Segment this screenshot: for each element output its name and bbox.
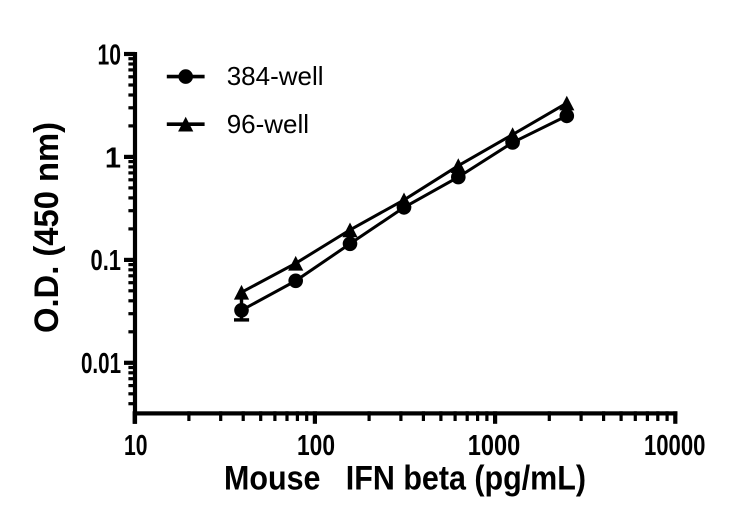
svg-text:1: 1 bbox=[105, 143, 121, 175]
svg-text:Mouse IFN beta (pg/mL): Mouse IFN beta (pg/mL) bbox=[224, 460, 586, 498]
svg-text:10: 10 bbox=[98, 39, 122, 71]
svg-text:0.01: 0.01 bbox=[81, 348, 121, 380]
svg-text:10: 10 bbox=[124, 430, 148, 462]
svg-text:96-well: 96-well bbox=[227, 109, 309, 139]
svg-text:10000: 10000 bbox=[644, 430, 706, 462]
svg-text:0.1: 0.1 bbox=[91, 245, 122, 277]
svg-text:1000: 1000 bbox=[468, 430, 521, 462]
svg-text:100: 100 bbox=[297, 430, 335, 462]
svg-text:O.D. (450 nm): O.D. (450 nm) bbox=[28, 122, 66, 333]
svg-text:384-well: 384-well bbox=[227, 61, 324, 91]
